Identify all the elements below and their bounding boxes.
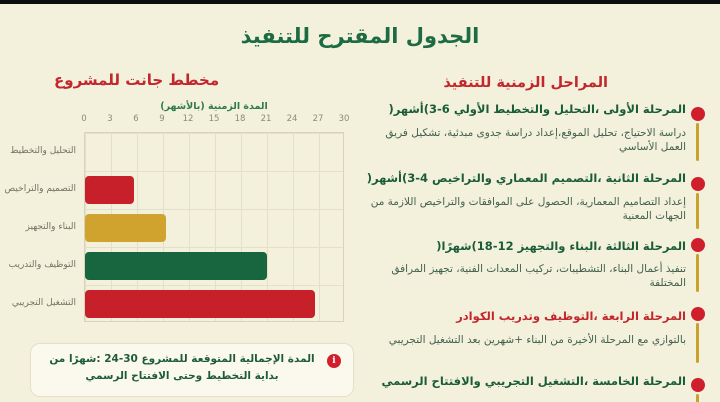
axis-tick-label: 6 [133,114,139,124]
gantt-bar [85,176,135,204]
axis-tick-label: 9 [159,114,165,124]
timeline-dot-icon [691,238,705,252]
top-bar [0,0,720,4]
row-label: البناء والتجهيز [25,222,76,232]
phase-title: المرحلة الثالثة ،البناء والتجهيز 12-18)ش… [436,239,686,253]
phase-title: المرحلة الرابعة ،التوظيف وتدريب الكوادر [456,309,686,323]
x-axis-ticks: 0 3 6 9 12 15 18 21 24 27 30 [81,114,349,126]
timeline-dot-icon [691,107,705,121]
gantt-plot-area [84,132,344,322]
phases-section-title: المراحل الزمنية للتنفيذ [443,75,608,91]
gantt-bar [85,252,267,280]
phase-title: المرحلة الثانية ،التصميم المعماري والترا… [366,171,686,185]
axis-tick-label: 12 [182,114,194,124]
phase-title: المرحلة الخامسة ،التشغيل التجريبي والافت… [381,374,686,388]
timeline-line [696,123,699,161]
row-label: التشغيل التجريبي [11,298,76,308]
phase-description: بالتوازي مع المرحلة الأخيرة من البناء +ش… [388,334,686,346]
row-label: التوظيف والتدريب [8,260,76,270]
axis-tick-label: 24 [286,114,298,124]
timeline-line [696,323,699,363]
row-label: التصميم والتراخيص [4,184,76,194]
row-label: التحليل والتخطيط [10,146,76,156]
axis-tick-label: 15 [208,114,220,124]
axis-tick-label: 3 [107,114,113,124]
info-icon: i [327,354,341,368]
phase-description: دراسة الاحتياج، تحليل الموقع،إعداد دراسة… [385,127,686,153]
axis-tick-label: 21 [260,114,272,124]
x-axis-title: المدة الزمنية (بالأشهر) [160,101,268,112]
axis-tick-label: 27 [312,114,324,124]
timeline-line [696,254,699,292]
axis-tick-label: 0 [81,114,87,124]
note-card: i المدة الإجمالية المتوقعة للمشروع 30-24… [30,343,354,397]
page-title: الجدول المقترح للتنفيذ [240,24,480,48]
phase-description: إعداد التصاميم المعمارية، الحصول على الم… [370,196,686,222]
timeline-dot-icon [691,378,705,392]
gantt-row-labels: التحليل والتخطيط التصميم والتراخيص البناء … [0,132,78,322]
axis-tick-label: 30 [338,114,350,124]
gantt-bar [85,214,167,242]
axis-tick-label: 18 [234,114,246,124]
timeline-line [696,193,699,229]
timeline-line [696,394,699,402]
timeline-dot-icon [691,177,705,191]
gantt-bar [85,290,315,318]
phase-title: المرحلة الأولى ،التحليل والتخطيط الأولي … [388,102,686,116]
gantt-section-title: مخطط جانت للمشروع [54,71,220,89]
note-text: المدة الإجمالية المتوقعة للمشروع 30-24 :… [49,353,315,382]
timeline-dot-icon [691,307,705,321]
phase-description: تنفيذ أعمال البناء، التشطيبات، تركيب الم… [391,263,686,289]
